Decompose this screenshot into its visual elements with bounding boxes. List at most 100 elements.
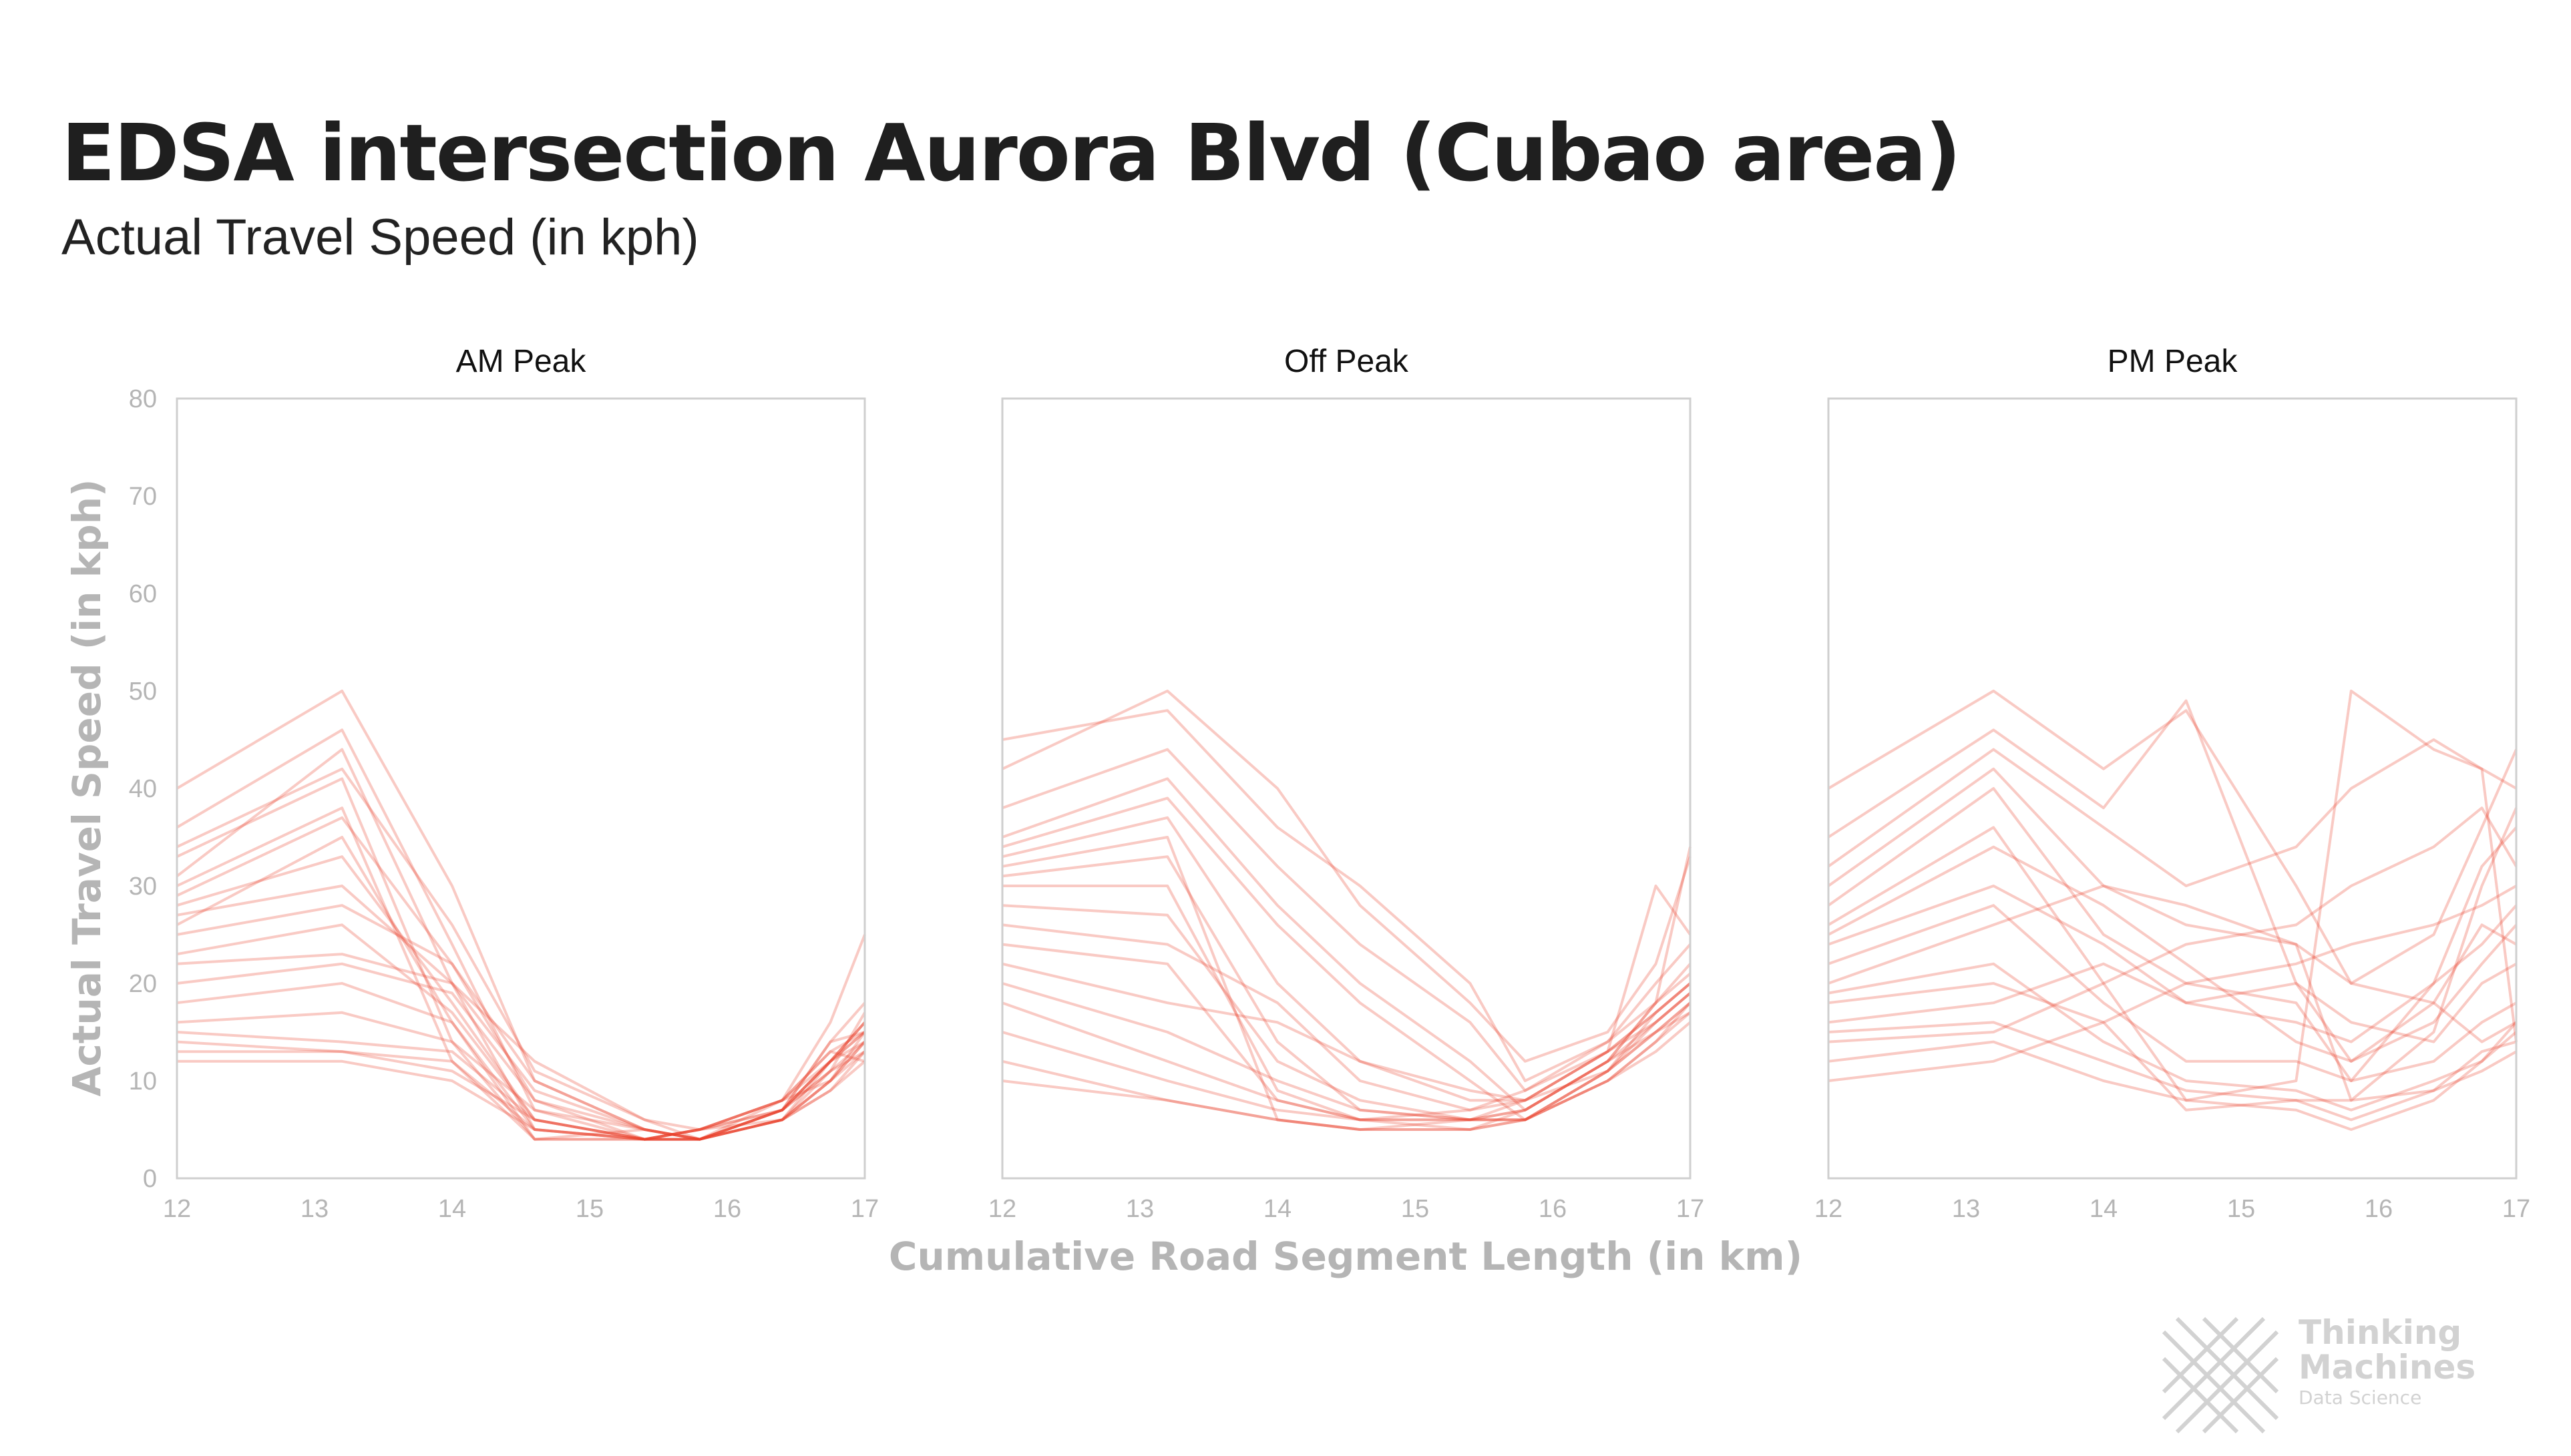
series-line: [1002, 923, 1692, 1112]
logo-text-thinking: Thinking: [2299, 1313, 2462, 1352]
series-line: [176, 923, 865, 1141]
y-tick-label: 50: [129, 678, 157, 706]
y-tick-label: 70: [129, 483, 157, 511]
x-tick-label: 13: [1126, 1195, 1154, 1223]
panel-title: AM Peak: [456, 344, 587, 379]
series-line: [1002, 992, 1692, 1122]
series-line: [1827, 690, 2518, 985]
series-line: [176, 1031, 866, 1141]
x-tick-label: 15: [2227, 1195, 2255, 1223]
series-line: [177, 1041, 866, 1141]
series-line: [176, 1011, 865, 1141]
series-line: [1002, 982, 1691, 1122]
chart-title: EDSA intersection Aurora Blvd (Cubao are…: [61, 107, 1961, 199]
x-tick-label: 14: [1263, 1195, 1292, 1223]
series-group: [1827, 690, 2518, 1131]
x-tick-label: 12: [1814, 1195, 1842, 1223]
x-tick-label: 14: [438, 1195, 466, 1223]
series-line: [1002, 796, 1692, 1122]
series-line: [1002, 982, 1692, 1131]
y-tick-label: 0: [143, 1165, 157, 1193]
plot-frame: [1827, 397, 2518, 1180]
series-line: [176, 982, 865, 1141]
series-line: [1002, 885, 1692, 1122]
y-tick-label: 10: [129, 1067, 157, 1096]
series-line: [176, 748, 866, 1141]
series-line: [177, 1050, 866, 1141]
series-line: [176, 953, 866, 1141]
series-line: [1828, 982, 2517, 1112]
series-line: [176, 855, 866, 1141]
series-line: [1827, 767, 2518, 1102]
series-line: [1827, 690, 2518, 1102]
series-line: [1828, 885, 2517, 1082]
series-line: [1828, 904, 2517, 1082]
panel-off-peak: Off Peak 12 13 14 15 16 17: [988, 344, 1704, 1223]
panel-am-peak: AM Peak 12 13 14 15 16 17 0 10 20 30 40 50 60 70 80: [129, 344, 879, 1223]
logo-mark-icon: [2162, 1316, 2279, 1434]
series-line: [176, 690, 866, 1141]
x-tick-label: 12: [988, 1195, 1016, 1223]
y-tick-label: 60: [129, 580, 157, 608]
logo-text-machines: Machines: [2299, 1348, 2476, 1387]
x-tick-label: 14: [2090, 1195, 2118, 1223]
series-line: [1827, 699, 2518, 1063]
panel-title: Off Peak: [1284, 344, 1409, 379]
series-line: [1828, 806, 2518, 1043]
series-line: [1002, 816, 1692, 1102]
series-line: [176, 836, 866, 1141]
x-tick-label: 13: [301, 1195, 329, 1223]
series-group: [1002, 690, 1692, 1131]
series-line: [1002, 963, 1692, 1131]
plot-frame: [176, 397, 866, 1180]
series-line: [1827, 787, 2518, 1082]
series-line: [1828, 1021, 2518, 1131]
x-tick-label: 17: [1676, 1195, 1704, 1223]
series-line: [1002, 904, 1692, 1122]
x-tick-label: 16: [1539, 1195, 1567, 1223]
series-line: [1002, 1001, 1692, 1131]
x-tick-label: 12: [163, 1195, 191, 1223]
x-tick-label: 15: [1401, 1195, 1429, 1223]
series-line: [1828, 845, 2517, 1063]
x-tick-label: 13: [1952, 1195, 1980, 1223]
series-line: [1002, 777, 1692, 1112]
series-line: [176, 728, 866, 1141]
y-axis-label: Actual Travel Speed (in kph): [64, 479, 110, 1096]
series-line: [1002, 962, 1692, 1102]
series-line: [1828, 885, 2517, 1043]
series-line: [1002, 855, 1692, 1122]
series-line: [1002, 943, 1692, 1122]
series-line: [176, 816, 866, 1141]
series-line: [176, 885, 866, 1141]
series-line: [1002, 748, 1692, 1092]
series-line: [176, 1040, 866, 1141]
series-line: [1002, 836, 1692, 1131]
series-line: [1828, 904, 2518, 1043]
y-tick-label: 80: [129, 385, 157, 413]
series-line: [176, 962, 865, 1141]
series-line: [1002, 709, 1692, 1082]
y-tick-label: 20: [129, 970, 157, 998]
series-line: [1828, 962, 2518, 1112]
x-tick-label: 17: [851, 1195, 879, 1223]
x-tick-label: 15: [576, 1195, 604, 1223]
y-tick-label: 40: [129, 775, 157, 803]
chart-subtitle: Actual Travel Speed (in kph): [61, 209, 699, 266]
series-line: [176, 904, 866, 1141]
panel-pm-peak: PM Peak 12 13 14 15 16 17: [1814, 344, 2530, 1223]
series-group: [176, 690, 866, 1141]
x-tick-label: 17: [2502, 1195, 2530, 1223]
x-tick-label: 16: [713, 1195, 741, 1223]
x-tick-label: 16: [2365, 1195, 2393, 1223]
panel-title: PM Peak: [2108, 344, 2238, 379]
series-line: [1827, 738, 2517, 887]
x-axis-label: Cumulative Road Segment Length (in km): [889, 1234, 1802, 1279]
plot-frame: [1001, 397, 1692, 1180]
y-tick-label: 30: [129, 873, 157, 901]
series-line: [176, 777, 865, 1141]
series-line: [176, 767, 866, 1131]
series-line: [1828, 1021, 2517, 1122]
logo-text-data-science: Data Science: [2299, 1387, 2422, 1409]
